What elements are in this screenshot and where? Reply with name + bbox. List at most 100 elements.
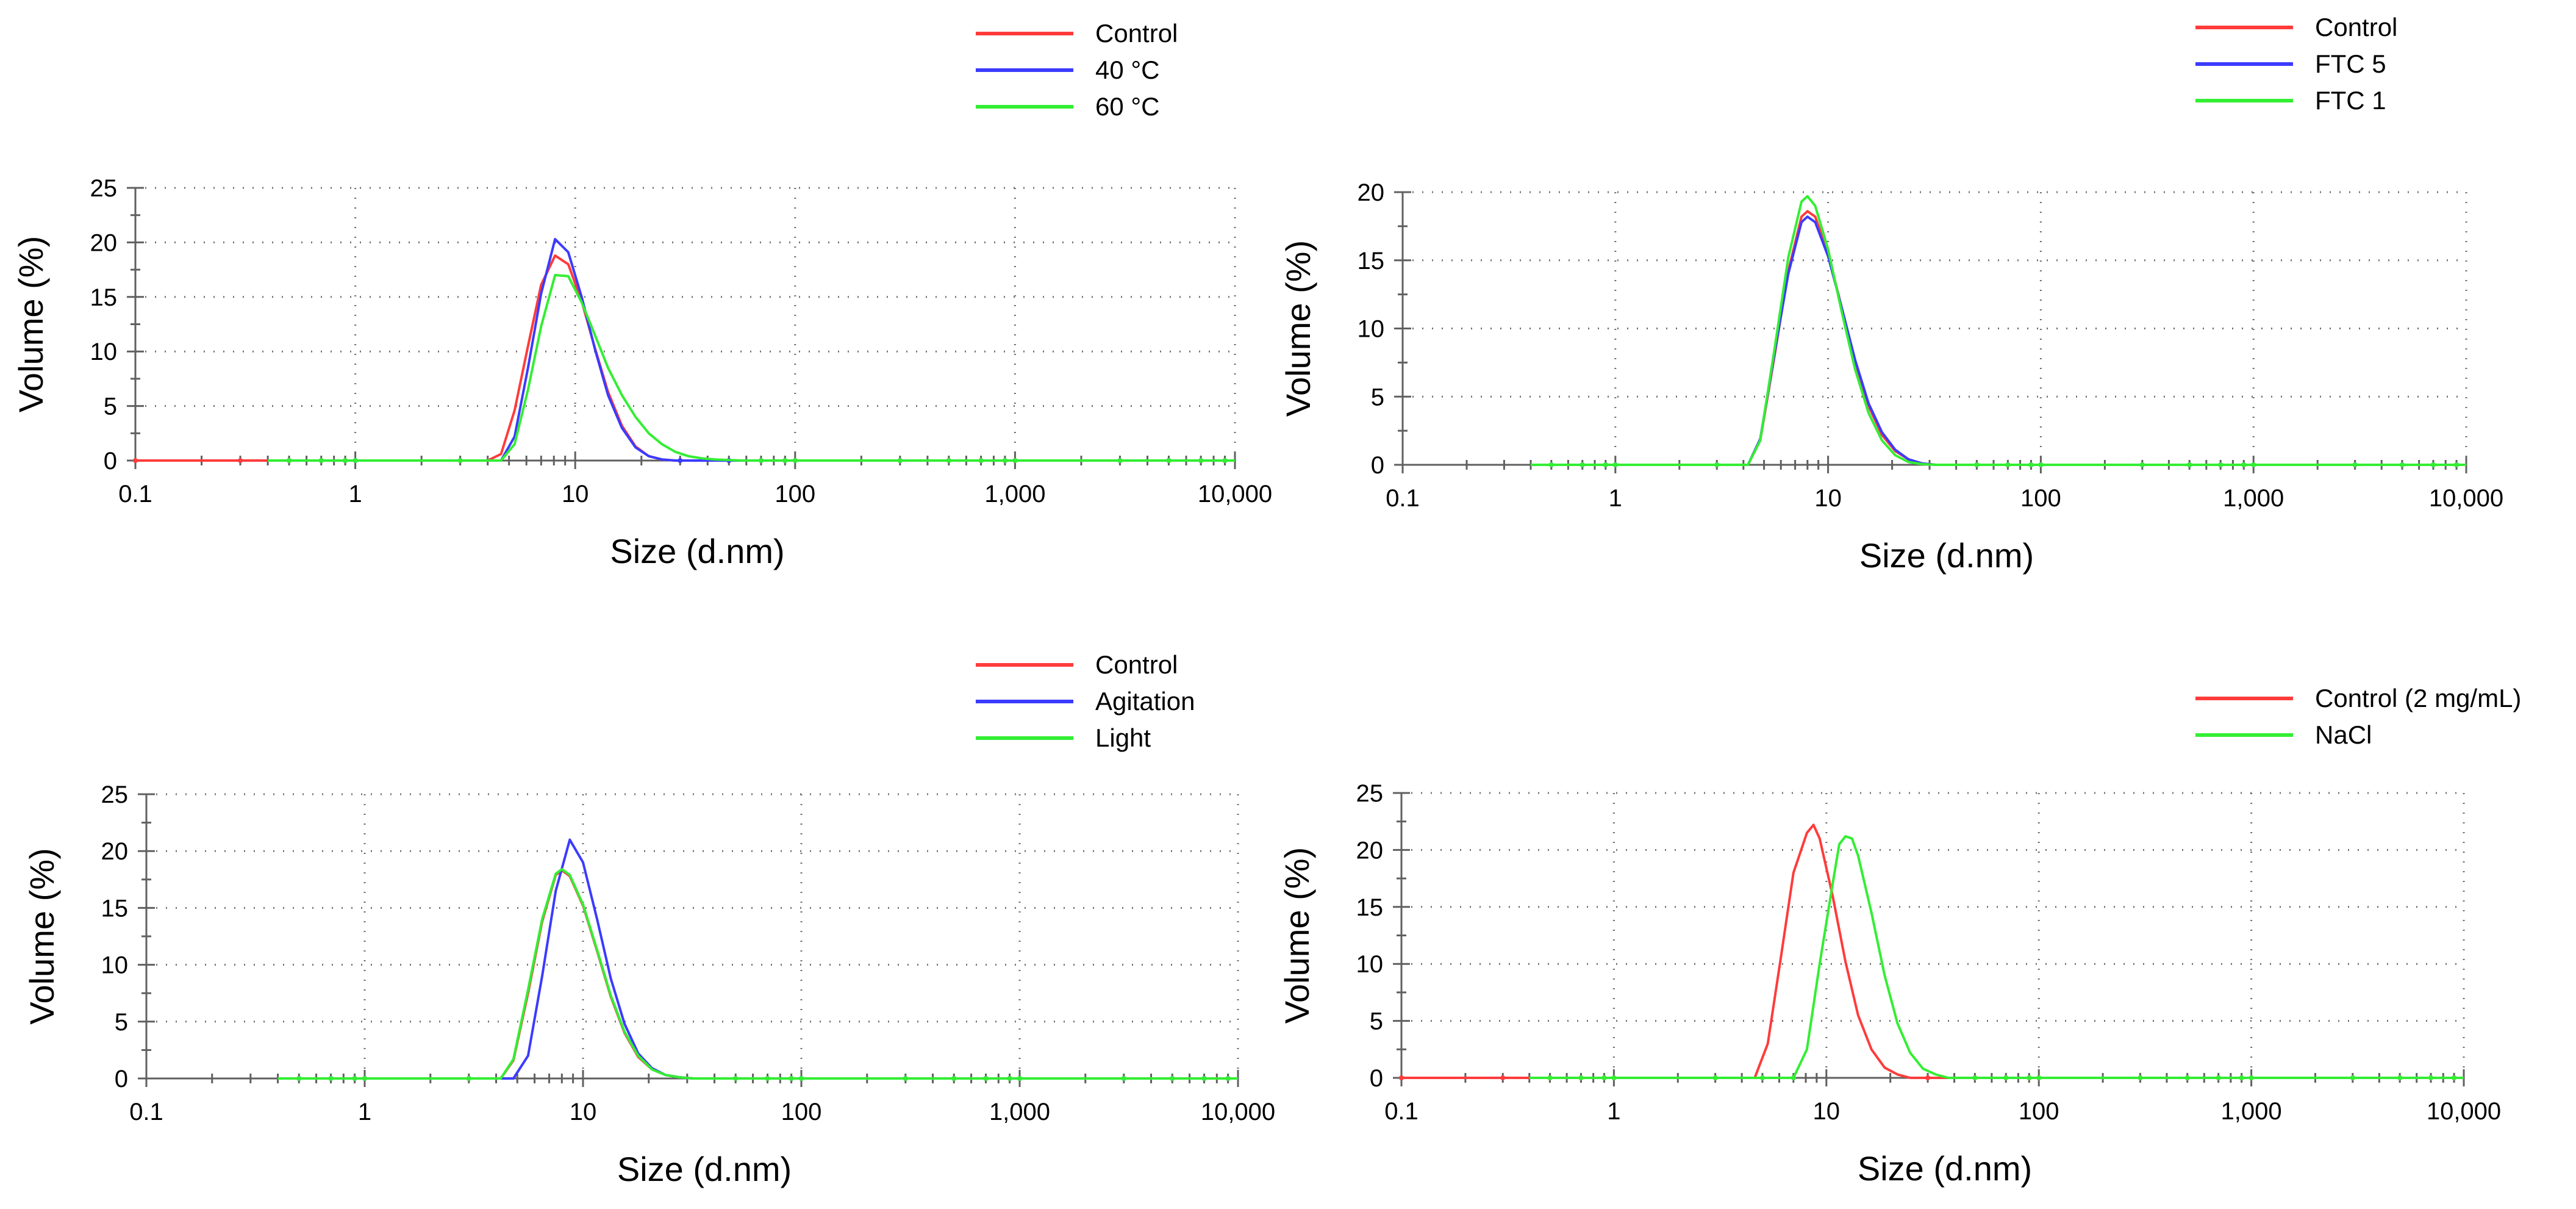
series-marker [1201,1076,1207,1081]
chart-stress: 0.1 1 10 100 1,000 10,000 0 5 10 15 20 25 Size (d.nm… [23,650,1275,1188]
series-marker [983,1076,989,1081]
series-line-agitation [277,838,1238,1080]
series-marker [2251,462,2256,467]
y-tick-label: 20 [1356,837,1384,864]
series-line-control [135,254,1235,462]
series-marker [951,1076,957,1081]
series-marker [1612,462,1618,467]
series-marker [2218,462,2224,467]
y-tick-label: 0 [104,448,117,475]
series-marker [352,458,358,463]
y-tick-label: 5 [1371,384,1384,411]
series-marker [2038,462,2044,467]
series-marker [1972,1075,1978,1080]
series-marker [792,458,798,463]
y-tick-label: 5 [115,1009,128,1036]
series-marker [1170,1076,1175,1081]
series-line-ftc-1 [1531,195,2466,466]
legend-label: Control [1095,19,1178,48]
x-tick-label: 10,000 [1201,1099,1275,1125]
y-tick-label: 10 [90,339,118,365]
series-marker [1601,1075,1607,1080]
x-tick-label: 100 [781,1099,822,1125]
y-tick-label: 0 [1370,1065,1383,1092]
series-marker [2036,1075,2042,1080]
series-marker [2350,1075,2355,1080]
x-tick-label: 10 [1813,1098,1841,1125]
y-tick-label: 20 [1358,179,1385,206]
series-marker [1117,458,1123,463]
y-tick-label: 25 [1356,780,1384,807]
y-tick-label: 25 [90,175,118,202]
series-marker [2352,462,2358,467]
x-tick-label: 1 [1607,1098,1620,1125]
y-tick-label: 15 [101,895,129,922]
y-axis-title: Volume (%) [23,848,61,1024]
series-marker [903,1076,908,1081]
series-marker [2249,1075,2254,1080]
x-axis-title: Size (d.nm) [1858,1149,2032,1188]
legend-label: Control [1095,650,1178,679]
series-marker [678,458,683,463]
series-marker [946,458,951,463]
y-tick-label: 5 [1370,1008,1383,1035]
x-axis-title: Size (d.nm) [1859,536,2034,575]
legend-label: Control [2315,13,2397,41]
x-tick-label: 100 [775,481,815,508]
series-marker [1925,1075,1931,1080]
y-tick-label: 15 [1358,248,1385,274]
x-tick-label: 1,000 [989,1099,1050,1125]
series-line-control [1531,210,2466,466]
series-marker [352,1076,357,1081]
series-marker [287,458,292,463]
series-marker [1399,1075,1404,1080]
x-tick-label: 1,000 [2223,485,2284,512]
x-tick-label: 0.1 [1384,1098,1419,1125]
series-marker [758,458,764,463]
series-marker [1012,458,1018,463]
series-marker [2138,1075,2143,1080]
series-line-60-c [268,274,1235,462]
series-marker [782,458,788,463]
x-tick-label: 10,000 [1198,481,1272,508]
series-marker [1222,458,1228,463]
x-tick-label: 1 [358,1099,371,1125]
series-line-control-2-mg-ml- [1401,823,2464,1079]
series-marker [1548,462,1554,467]
series-marker [1547,1075,1553,1080]
series-marker [1225,1076,1231,1081]
y-tick-label: 15 [90,284,118,311]
x-tick-label: 10,000 [2427,1098,2501,1125]
y-tick-label: 20 [90,229,118,256]
series-marker [457,458,463,463]
series-marker [789,1076,794,1081]
series-marker [1198,458,1204,463]
legend-label: Light [1095,723,1151,752]
x-tick-label: 10,000 [2429,485,2503,512]
chart-ionic-strength: 0.1 1 10 100 1,000 10,000 0 5 10 15 20 25 Size (d.nm… [1278,684,2521,1188]
series-marker [2027,1075,2032,1080]
series-marker [1166,458,1172,463]
series-marker [799,1076,804,1081]
series-marker [1500,1075,1506,1080]
y-tick-label: 5 [104,393,117,420]
series-marker [2005,462,2011,467]
legend-label: NaCl [2315,720,2372,749]
y-axis-title: Volume (%) [1278,847,1316,1024]
series-marker [2430,462,2436,467]
series-marker [2184,1075,2190,1080]
x-tick-label: 100 [2020,485,2061,512]
series-marker [733,1076,739,1081]
series-marker [466,1076,471,1081]
series-marker [1002,458,1007,463]
series-marker [2241,462,2247,467]
series-marker [296,1076,302,1081]
series-marker [1974,462,1980,467]
y-tick-label: 10 [101,952,129,979]
series-marker [2452,1075,2457,1080]
series-marker [897,458,903,463]
series-marker [362,1076,367,1081]
series-marker [2400,462,2405,467]
series-marker [1791,1075,1796,1080]
